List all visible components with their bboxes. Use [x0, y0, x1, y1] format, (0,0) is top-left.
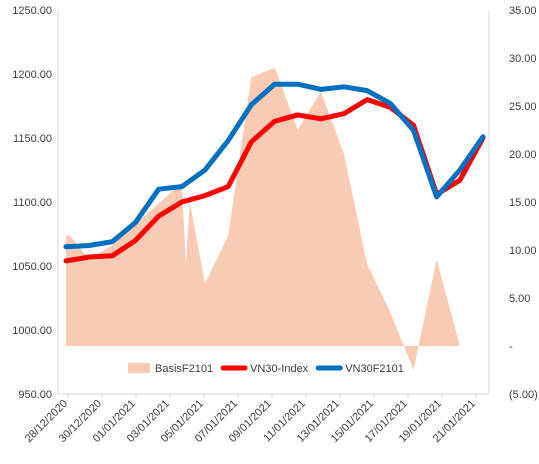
y-left-tick-label: 1150.00 — [13, 133, 52, 145]
series-line-vn30f2101 — [63, 81, 486, 250]
legend-label-vn30f2101: VN30F2101 — [345, 363, 404, 375]
y-right-tick-label: 15.00 — [509, 197, 537, 209]
y-left-tick-label: 950.00 — [18, 389, 52, 401]
y-right-tick-label: 5.00 — [509, 293, 530, 305]
legend-swatch-basisf2101 — [128, 363, 150, 373]
y-right-tick-label: 20.00 — [509, 149, 537, 161]
y-left-tick-label: 1200.00 — [12, 69, 52, 81]
y-left-tick-label: 1100.00 — [13, 197, 52, 209]
y-right-tick-label: - — [509, 341, 513, 353]
y-right-tick-label: (5.00) — [509, 389, 538, 401]
y-left-tick-label: 1050.00 — [12, 261, 52, 273]
line-layer — [63, 81, 486, 264]
legend-label-vn30-index: VN30-Index — [250, 363, 309, 375]
series-area-basisf2101 — [66, 67, 460, 370]
legend: BasisF2101 VN30-Index VN30F2101 — [128, 363, 404, 375]
y-left-tick-label: 1250.00 — [12, 5, 52, 17]
y-left-tick-label: 1000.00 — [12, 325, 52, 337]
area-layer — [66, 67, 460, 370]
y-right-tick-label: 10.00 — [509, 245, 537, 257]
y-right-tick-label: 25.00 — [509, 101, 537, 113]
legend-label-basisf2101: BasisF2101 — [155, 363, 213, 375]
y-right-tick-label: 30.00 — [509, 53, 537, 65]
y-right-tick-label: 35.00 — [509, 5, 537, 17]
series-line-vn30-index — [63, 97, 486, 264]
